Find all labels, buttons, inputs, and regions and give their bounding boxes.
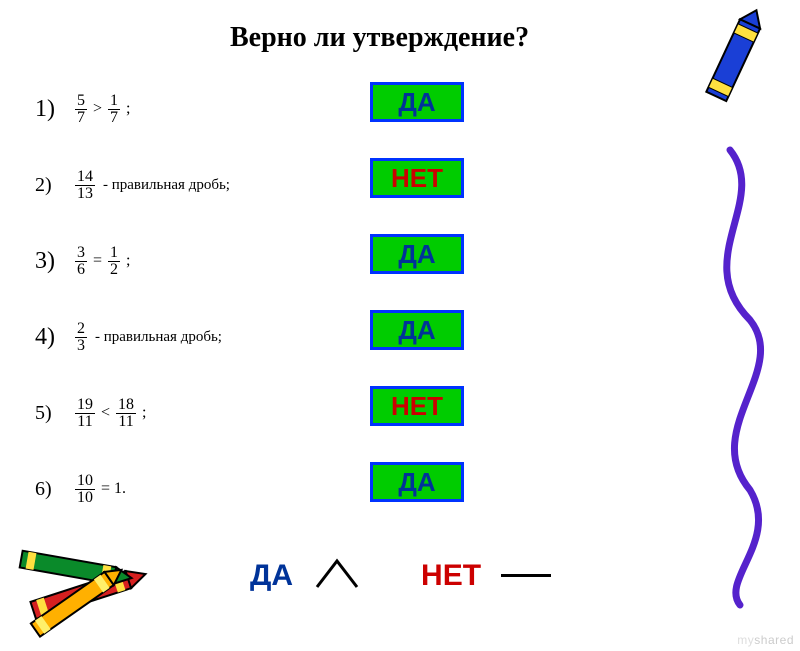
page-title: Верно ли утверждение? bbox=[230, 22, 529, 54]
expression: 1413 bbox=[73, 169, 97, 202]
questions-list: 1) 57>17; 2) 1413 - правильная дробь; 3) 36=12… bbox=[35, 80, 355, 536]
expression: 23 bbox=[73, 321, 89, 354]
question-suffix: - правильная дробь; bbox=[103, 177, 230, 194]
question-number: 3) bbox=[35, 248, 63, 275]
line-icon bbox=[501, 574, 551, 577]
question-row: 3) 36=12; bbox=[35, 232, 355, 290]
question-row: 1) 57>17; bbox=[35, 80, 355, 138]
answer-box: ДА bbox=[370, 310, 464, 350]
answer-box: НЕТ bbox=[370, 386, 464, 426]
question-row: 4) 23 - правильная дробь; bbox=[35, 308, 355, 366]
question-number: 5) bbox=[35, 402, 63, 425]
crayon-pile-icon bbox=[10, 531, 170, 641]
question-suffix: - правильная дробь; bbox=[95, 329, 222, 346]
question-row: 6) 1010=1. bbox=[35, 460, 355, 518]
crayon-blue-icon bbox=[690, 6, 780, 136]
legend: ДА НЕТ bbox=[250, 555, 551, 596]
expression: 1010=1. bbox=[73, 473, 126, 506]
legend-no-label: НЕТ bbox=[421, 559, 481, 593]
answer-box: ДА bbox=[370, 462, 464, 502]
question-row: 2) 1413 - правильная дробь; bbox=[35, 156, 355, 214]
squiggle-icon bbox=[700, 140, 780, 610]
expression: 1911<1811; bbox=[73, 397, 146, 430]
question-number: 1) bbox=[35, 96, 63, 123]
expression: 36=12; bbox=[73, 245, 130, 278]
answers-column: ДА НЕТ ДА ДА НЕТ ДА bbox=[370, 82, 464, 538]
answer-box: ДА bbox=[370, 234, 464, 274]
expression: 57>17; bbox=[73, 93, 130, 126]
legend-yes-label: ДА bbox=[250, 559, 293, 593]
question-number: 4) bbox=[35, 324, 63, 351]
question-number: 6) bbox=[35, 478, 63, 501]
caret-up-icon bbox=[313, 555, 361, 596]
question-row: 5) 1911<1811; bbox=[35, 384, 355, 442]
answer-box: ДА bbox=[370, 82, 464, 122]
watermark: myshared bbox=[737, 633, 794, 647]
answer-box: НЕТ bbox=[370, 158, 464, 198]
question-number: 2) bbox=[35, 174, 63, 197]
